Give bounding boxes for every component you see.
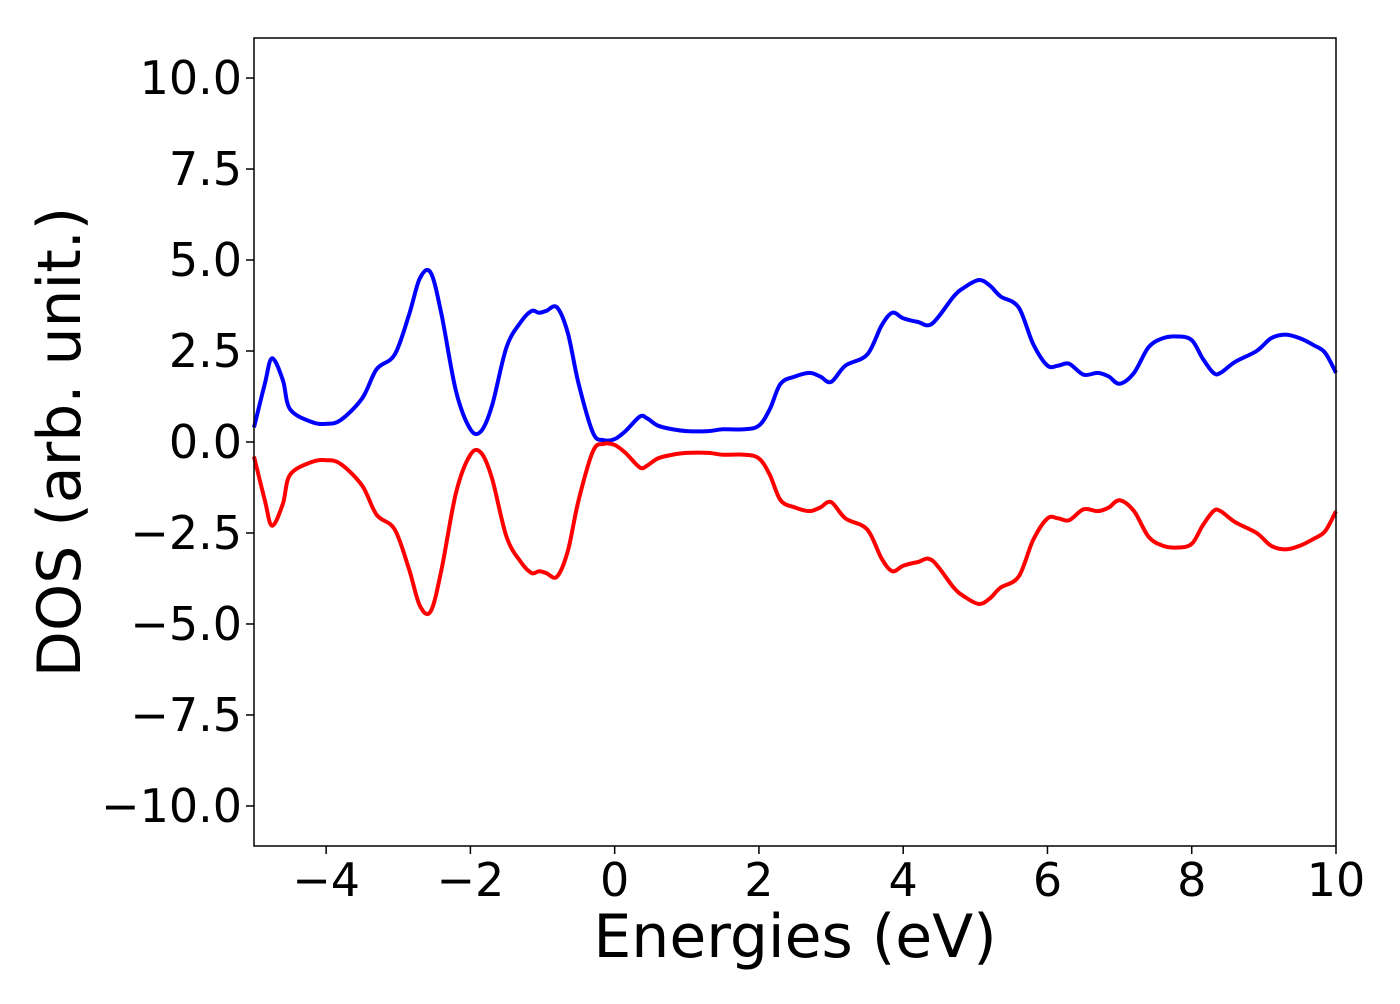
y-tick-label: 5.0 [169, 233, 242, 287]
x-axis-label: Energies (eV) [593, 902, 996, 972]
x-tick-label: 8 [1177, 853, 1206, 907]
x-axis: −4 −2 0 2 4 6 8 10 [292, 846, 1365, 907]
y-tick-label: −10.0 [101, 779, 242, 833]
y-tick-label: 7.5 [169, 142, 242, 196]
x-tick-label: 2 [744, 853, 773, 907]
x-tick-label: 6 [1033, 853, 1062, 907]
x-tick-label: 0 [600, 853, 629, 907]
y-axis: −10.0 −7.5 −5.0 −2.5 0.0 2.5 5.0 7.5 10.0 [101, 51, 254, 833]
x-tick-label: −2 [436, 853, 504, 907]
y-tick-label: −7.5 [130, 688, 242, 742]
x-tick-label: 10 [1307, 853, 1366, 907]
series-line-0 [252, 267, 1338, 443]
series-line-1 [252, 441, 1338, 617]
y-tick-label: −5.0 [130, 597, 242, 651]
x-tick-label: 4 [889, 853, 918, 907]
series-layer [252, 267, 1338, 617]
y-tick-label: 0.0 [169, 415, 242, 469]
plot-background [254, 38, 1336, 846]
y-axis-label: DOS (arb. unit.) [25, 207, 95, 677]
x-tick-label: −4 [292, 853, 360, 907]
y-tick-label: −2.5 [130, 506, 242, 560]
y-tick-label: 10.0 [140, 51, 242, 105]
y-tick-label: 2.5 [169, 324, 242, 378]
